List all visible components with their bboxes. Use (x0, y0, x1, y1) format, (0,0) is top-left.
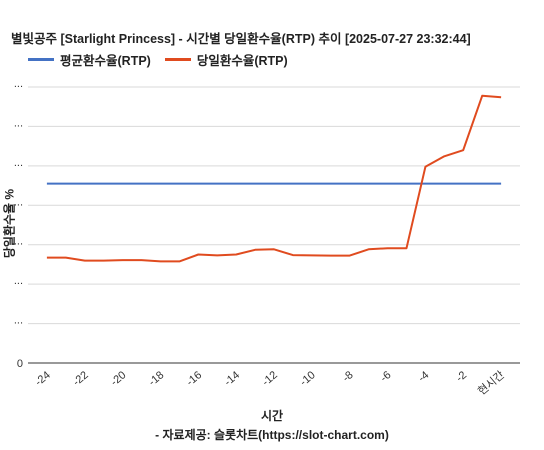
y-tick-label: ... (14, 275, 23, 287)
y-tick-label: ... (14, 157, 23, 169)
source-credit: - 자료제공: 슬롯차트(https://slot-chart.com) (155, 428, 389, 442)
legend-swatch-average (28, 58, 54, 61)
y-axis-label: 당일환수율 % (2, 188, 17, 259)
legend-label-daily: 당일환수율(RTP) (196, 54, 288, 68)
x-tick-label: -10 (298, 369, 318, 388)
y-tick-label: ... (14, 196, 23, 208)
x-tick-label: -8 (340, 369, 355, 384)
x-tick-label: -2 (454, 369, 469, 384)
x-tick-label: -22 (71, 369, 91, 388)
legend-label-average: 평균환수율(RTP) (60, 54, 151, 68)
x-axis-label: 시간 (260, 409, 284, 423)
x-tick-label: -12 (260, 369, 280, 388)
x-tick-label: -14 (222, 369, 242, 388)
y-tick-label: ... (14, 236, 23, 248)
legend-item-average[interactable]: 평균환수율(RTP) (28, 50, 151, 69)
series-line-daily (46, 94, 502, 263)
legend-swatch-daily (164, 58, 191, 61)
y-tick-label: ... (14, 117, 23, 129)
y-tick-label: ... (14, 78, 23, 90)
x-tick-label: -24 (33, 369, 53, 388)
y-tick-label: 0 (17, 358, 23, 370)
legend: 평균환수율(RTP) 당일환수율(RTP) (28, 50, 302, 69)
x-tick-label: -4 (416, 369, 431, 384)
x-tick-label: -20 (109, 369, 129, 388)
legend-item-daily[interactable]: 당일환수율(RTP) (164, 50, 288, 69)
x-tick-label: -16 (184, 369, 204, 388)
chart-title: 별빛공주 [Starlight Princess] - 시간별 당일환수율(RT… (11, 32, 471, 46)
x-tick-label: -6 (378, 369, 393, 384)
x-tick-label: -18 (146, 369, 166, 388)
x-tick-label: 현시간 (475, 368, 507, 397)
y-tick-label: ... (14, 315, 23, 327)
